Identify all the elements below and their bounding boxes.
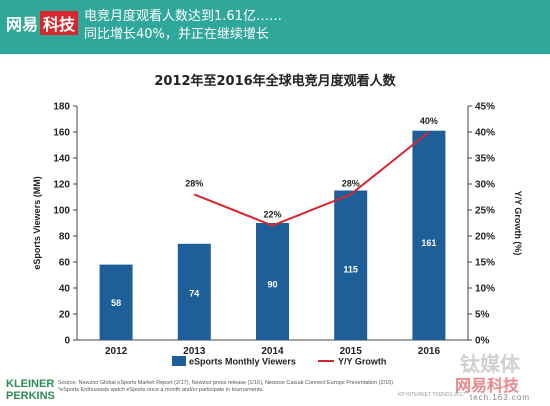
y2-tick-label: 5%	[475, 310, 490, 321]
y2-tick-label: 45%	[475, 102, 495, 113]
bar-value-label: 161	[421, 238, 436, 248]
netease-logo: 网易 科技	[6, 11, 79, 35]
legend-label-growth: Y/Y Growth	[338, 357, 386, 367]
y-tick-label: 180	[53, 102, 70, 113]
y2-tick-label: 20%	[475, 232, 495, 243]
growth-label: 22%	[263, 210, 281, 220]
y-tick-label: 120	[53, 180, 70, 191]
y-tick-label: 60	[59, 258, 71, 269]
kpcb-logo: KLEINER PERKINS	[6, 378, 55, 402]
growth-line	[193, 131, 430, 227]
growth-label: 28%	[185, 178, 203, 188]
legend-label-viewers: eSports Monthly Viewers	[189, 357, 296, 367]
y2-tick-label: 0%	[475, 336, 490, 347]
y2-tick-label: 15%	[475, 258, 495, 269]
x-tick-label: 2016	[418, 346, 441, 357]
brand-line-1: KLEINER	[6, 378, 55, 390]
bar-2012	[99, 264, 133, 340]
kp-label: KP INTERNET TRENDS 2017	[398, 392, 466, 398]
y2-axis-title: Y/Y Growth (%)	[513, 191, 523, 256]
y-tick-label: 140	[53, 154, 70, 165]
watermark-netease: 网易科技	[455, 376, 520, 395]
banner-caption: 电竞月度观看人数达到1.61亿…… 同比增长40%，并正在继续增长	[84, 8, 282, 44]
x-tick-label: 2015	[340, 346, 363, 357]
logo-box-text: 科技	[40, 11, 79, 35]
x-tick-label: 2013	[183, 346, 206, 357]
watermark-tmtpost: 钛媒体	[460, 352, 520, 376]
banner-line-1: 电竞月度观看人数达到1.61亿……	[84, 9, 282, 24]
y2-tick-label: 10%	[475, 284, 495, 295]
source-note: Source: Newzoo Global eSports Market Rep…	[58, 380, 398, 394]
y-axis-title: eSports Viewers (MM)	[32, 176, 42, 269]
source-line-2: *eSports Enthusiasts watch eSports once …	[58, 387, 264, 393]
growth-label: 40%	[420, 116, 438, 126]
bar-value-label: 58	[111, 298, 121, 308]
y-tick-label: 100	[53, 206, 70, 217]
banner-line-2: 同比增长40%，并正在继续增长	[84, 27, 269, 42]
source-line-1: Source: Newzoo Global eSports Market Rep…	[58, 380, 394, 386]
y2-tick-label: 30%	[475, 180, 495, 191]
y2-tick-label: 35%	[475, 154, 495, 165]
y2-tick-label: 25%	[475, 206, 495, 217]
x-tick-label: 2014	[261, 346, 284, 357]
bar-value-label: 115	[343, 265, 358, 275]
y-tick-label: 80	[59, 232, 71, 243]
header-banner: 网易 科技 电竞月度观看人数达到1.61亿…… 同比增长40%，并正在继续增长	[0, 0, 550, 54]
chart-title: 2012年至2016年全球电竞月度观看人数	[154, 74, 396, 89]
bar-2014	[256, 223, 289, 340]
legend-swatch-viewers	[172, 356, 186, 366]
bar-value-label: 74	[189, 289, 199, 299]
brand-line-2: PERKINS	[6, 390, 55, 402]
y-tick-label: 160	[53, 128, 70, 139]
y-tick-label: 0	[64, 336, 70, 347]
y2-tick-label: 40%	[475, 128, 495, 139]
bar-2015	[334, 190, 368, 340]
y-tick-label: 40	[59, 284, 71, 295]
logo-text: 网易	[6, 15, 39, 34]
growth-label: 28%	[342, 178, 360, 188]
bar-2016	[412, 130, 446, 340]
y-tick-label: 20	[59, 310, 71, 321]
watermark-url: tech.163.com	[470, 393, 531, 402]
x-tick-label: 2012	[105, 346, 128, 357]
bar-value-label: 90	[267, 279, 277, 289]
bar-2013	[177, 243, 211, 340]
